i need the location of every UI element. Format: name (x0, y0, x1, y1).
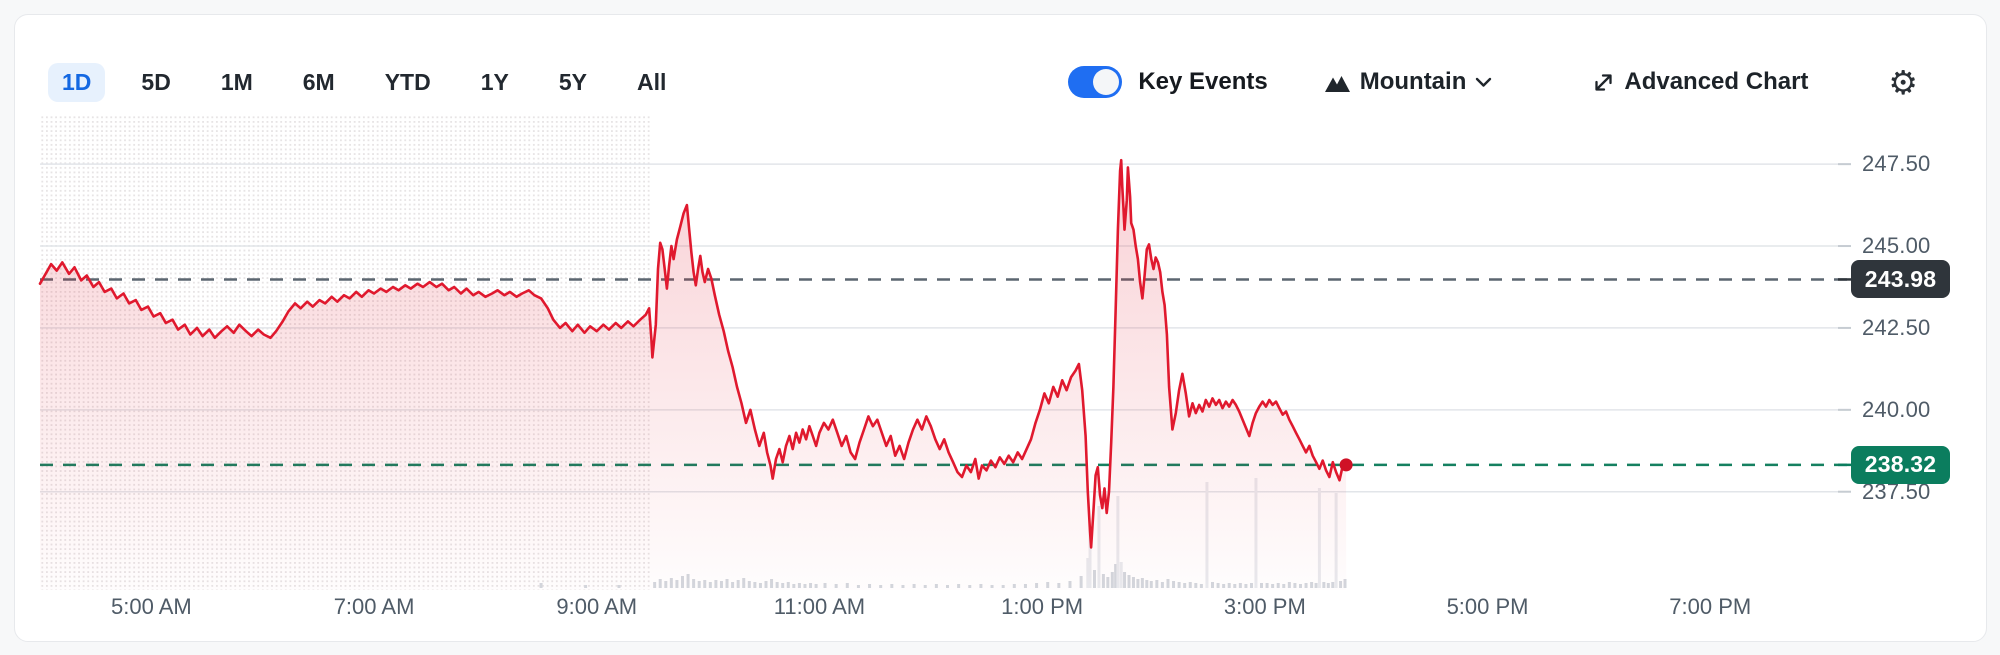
tab-5y[interactable]: 5Y (545, 63, 601, 102)
toggle-knob (1093, 69, 1120, 95)
mountain-icon (1324, 75, 1350, 92)
tab-1d[interactable]: 1D (48, 62, 106, 102)
chevron-down-icon (1476, 77, 1492, 87)
price-area (40, 160, 1347, 590)
price-line (38, 158, 1348, 549)
key-events-label: Key Events (1138, 68, 1268, 95)
key-events-toggle[interactable] (1068, 66, 1123, 98)
chart-toolbar: 1D 5D 1M 6M YTD 1Y 5Y All Key Events Mountain (48, 58, 1918, 106)
tab-5d[interactable]: 5D (127, 63, 184, 102)
advanced-chart-button[interactable]: Advanced Chart (1586, 67, 1814, 97)
settings-gear-icon[interactable]: ⚙ (1888, 63, 1918, 101)
expand-icon (1595, 73, 1613, 91)
tab-6m[interactable]: 6M (289, 63, 349, 102)
tab-1m[interactable]: 1M (207, 63, 267, 102)
chart-type-label: Mountain (1359, 68, 1467, 95)
tab-1y[interactable]: 1Y (467, 63, 523, 102)
toolbar-right-controls: Key Events Mountain Advanced Chart ⚙ (1068, 66, 1918, 99)
range-tabs: 1D 5D 1M 6M YTD 1Y 5Y All (48, 62, 680, 102)
chart-type-dropdown[interactable]: Mountain (1318, 67, 1499, 97)
current-price-dot (1339, 458, 1353, 472)
tab-all[interactable]: All (623, 63, 680, 102)
tab-ytd[interactable]: YTD (371, 63, 445, 102)
advanced-chart-label: Advanced Chart (1624, 68, 1809, 95)
